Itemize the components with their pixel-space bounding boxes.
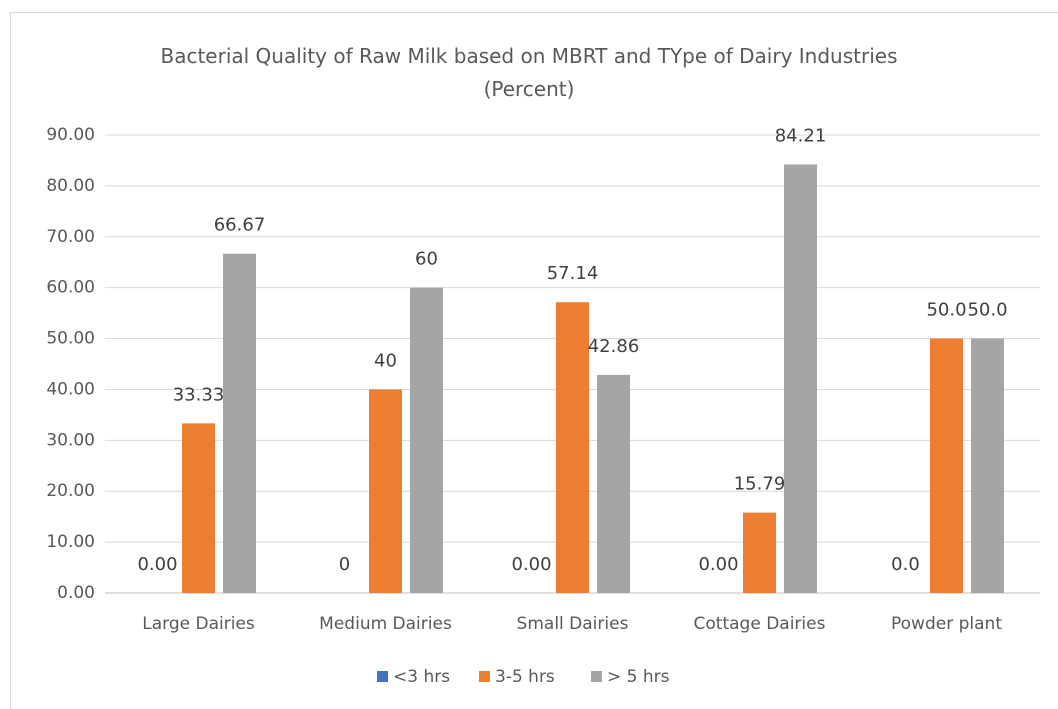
data-label: 50.0 xyxy=(967,300,1007,321)
x-tick-label: Medium Dairies xyxy=(319,614,452,634)
data-label: 60 xyxy=(415,249,438,270)
y-tick-label: 80.00 xyxy=(46,176,95,196)
bar xyxy=(182,423,215,593)
y-tick-label: 70.00 xyxy=(46,227,95,247)
bar xyxy=(784,164,817,593)
legend-label: > 5 hrs xyxy=(607,667,670,687)
data-label: 0.00 xyxy=(698,554,738,575)
bar xyxy=(223,253,256,594)
chart-border xyxy=(10,12,1058,709)
bar xyxy=(597,374,630,593)
y-tick-label: 50.00 xyxy=(46,329,95,349)
data-label: 42.86 xyxy=(588,336,640,357)
legend-swatch xyxy=(377,671,388,682)
bar xyxy=(410,287,443,593)
data-label: 50.0 xyxy=(926,300,966,321)
bar xyxy=(369,389,402,593)
legend-swatch xyxy=(479,671,490,682)
data-label: 0.0 xyxy=(891,554,920,575)
y-tick-label: 20.00 xyxy=(46,481,95,501)
data-label: 0.00 xyxy=(511,554,551,575)
y-tick-label: 40.00 xyxy=(46,379,95,399)
legend-label: <3 hrs xyxy=(393,667,450,687)
y-tick-label: 30.00 xyxy=(46,430,95,450)
data-label: 57.14 xyxy=(547,263,599,284)
data-label: 40 xyxy=(374,350,397,371)
bar xyxy=(930,338,963,593)
legend-swatch xyxy=(591,671,602,682)
bar xyxy=(743,512,776,593)
y-tick-label: 90.00 xyxy=(46,125,95,145)
x-tick-label: Powder plant xyxy=(891,614,1002,634)
y-tick-label: 0.00 xyxy=(57,583,95,603)
x-tick-label: Small Dairies xyxy=(517,614,629,634)
data-label: 66.67 xyxy=(214,215,266,236)
data-label: 15.79 xyxy=(734,474,786,495)
legend-label: 3-5 hrs xyxy=(495,667,555,687)
chart-title: Bacterial Quality of Raw Milk based on M… xyxy=(160,44,898,101)
y-tick-label: 10.00 xyxy=(46,532,95,552)
data-label: 33.33 xyxy=(173,384,225,405)
data-label: 84.21 xyxy=(775,125,827,146)
data-label: 0.00 xyxy=(137,554,177,575)
x-tick-label: Cottage Dairies xyxy=(694,614,826,634)
x-tick-label: Large Dairies xyxy=(142,614,255,634)
bar xyxy=(971,338,1004,593)
bar xyxy=(556,302,589,593)
y-tick-label: 60.00 xyxy=(46,278,95,298)
data-label: 0 xyxy=(339,554,350,575)
